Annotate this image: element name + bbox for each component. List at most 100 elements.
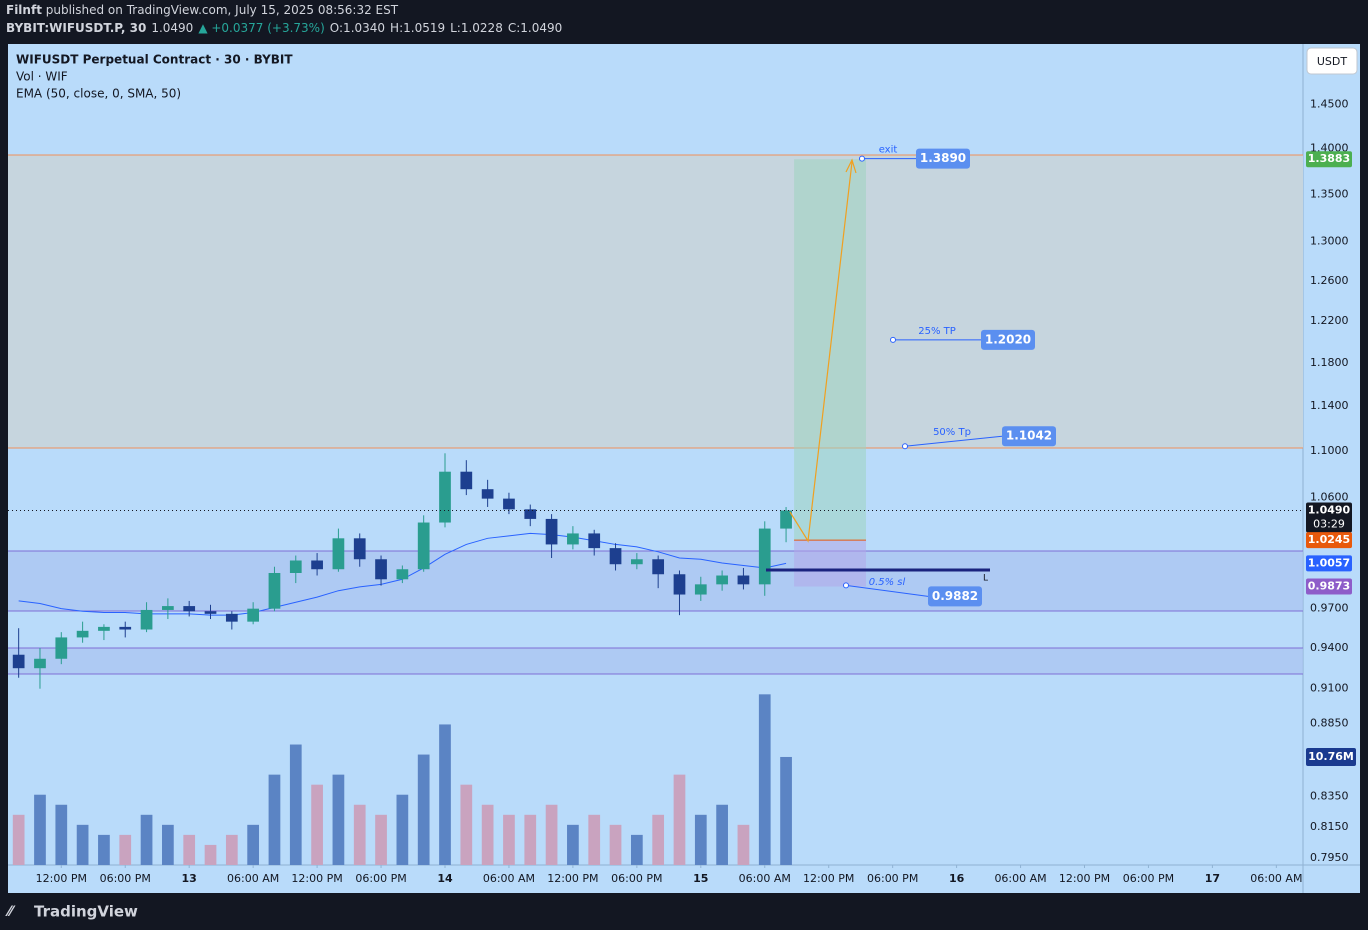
x-tick-label: 06:00 AM [739,872,791,885]
y-tick-label: 0.9100 [1310,682,1349,695]
x-tick-label: 06:00 AM [1250,872,1302,885]
candle-body [225,613,238,622]
volume-bar [481,804,494,865]
candle-body [162,606,174,610]
candle-body [481,489,494,499]
candle-body [289,560,302,573]
candle-body [694,584,707,595]
volume-bar [311,784,323,865]
x-tick-label: 14 [437,872,453,885]
quote-item: ▲ +0.0377 (+3.73%) [198,21,325,35]
y-tick-label: 1.1400 [1310,399,1349,412]
volume-bar [140,814,153,865]
candle-body [609,548,622,565]
volume-bar [609,824,622,865]
x-tick-label: 06:00 PM [355,872,406,885]
candle-body [332,538,345,570]
candle-body [353,538,366,560]
currency[interactable]: USDT [1317,55,1348,68]
publish-info: published on TradingView.com, July 15, 2… [41,3,399,17]
y-tick-label: 1.3500 [1310,187,1349,200]
price-label: 0.9873 [1308,580,1350,593]
price-label: 1.0490 [1308,504,1351,517]
x-tick-label: 12:00 PM [803,872,854,885]
x-tick-label: 06:00 AM [227,872,279,885]
volume-label-box [1306,747,1356,766]
quote-item: O:1.0340 [329,21,386,35]
zone [8,155,1303,448]
x-tick-label: 06:00 PM [867,872,918,885]
legend-volume: Vol · WIF [16,70,68,84]
volume-bar [673,774,686,865]
brand: TradingView [34,903,138,921]
candle-body [716,575,728,585]
x-tick-label: 06:00 PM [100,872,151,885]
x-tick-label: 06:00 PM [611,872,662,885]
stop-zone [794,540,867,587]
price-label-box [1306,151,1352,168]
legend-title: WIFUSDT Perpetual Contract · 30 · BYBIT [16,53,293,67]
annotation-label: 0.9882 [932,589,978,603]
volume-bar [353,804,366,865]
volume-bar [204,844,217,865]
volume-bar [652,814,665,865]
volume-bar [630,834,643,865]
y-tick-label: 1.2200 [1310,314,1349,327]
volume-bar [396,794,409,865]
author[interactable]: Filnft [6,3,42,17]
volume-bar [289,744,302,865]
candle-body [204,611,217,614]
volume-bar [545,804,558,865]
candle-body [673,574,686,595]
y-tick-label: 1.1000 [1310,444,1349,457]
volume-bar [524,814,537,865]
quote-item: H:1.0519 [390,21,446,35]
candle-body [183,606,196,612]
candle-body [758,528,771,585]
candle-body [55,637,68,659]
x-tick-label: 06:00 AM [994,872,1046,885]
annotation-box [981,329,1035,350]
volume-bar [417,754,430,865]
quote-item: L:1.0228 [450,21,503,35]
volume-bar [332,774,345,865]
price-label-box [1306,502,1352,533]
candle-body [98,626,110,631]
candle-body [630,559,643,565]
currency-button[interactable] [1306,47,1358,75]
brand-logo: ⁄⁄ [5,904,16,920]
volume-bar [375,814,387,865]
volume-bar [737,824,750,865]
candle-body [524,509,537,519]
candle-body [375,559,387,580]
symbol-line: BYBIT:WIFUSDT.P, 30 1.0490 ▲ +0.0377 (+3.7… [6,21,567,35]
annotation-box [1002,426,1056,447]
candle-body [588,533,601,549]
candle-body [460,471,473,490]
x-tick-label: 06:00 PM [1123,872,1174,885]
x-tick-label: 06:00 AM [483,872,535,885]
annotation-label: 1.1042 [1006,429,1052,443]
candle-body [76,630,89,638]
annotation-dot [843,582,849,589]
volume-bar [98,834,110,865]
footer [0,893,1368,930]
y-tick-label: 1.0600 [1310,490,1349,503]
quote-item: BYBIT:WIFUSDT.P, 30 [6,21,147,35]
price-label: 1.3883 [1308,152,1350,165]
price-axis-background [1303,44,1360,865]
candle-body [12,654,25,669]
candle-body [34,658,46,669]
candle-body [247,608,260,622]
y-tick-label: 0.8350 [1310,790,1349,803]
y-tick-label: 0.7950 [1310,851,1349,864]
volume-bar [76,824,89,865]
x-tick-label: 12:00 PM [547,872,598,885]
candle-body [311,560,323,570]
volume-bar [588,814,601,865]
annotation-line [904,435,1003,447]
y-tick-label: 1.2600 [1310,274,1349,287]
x-tick-label: 12:00 PM [291,872,342,885]
candle-body [780,510,792,529]
